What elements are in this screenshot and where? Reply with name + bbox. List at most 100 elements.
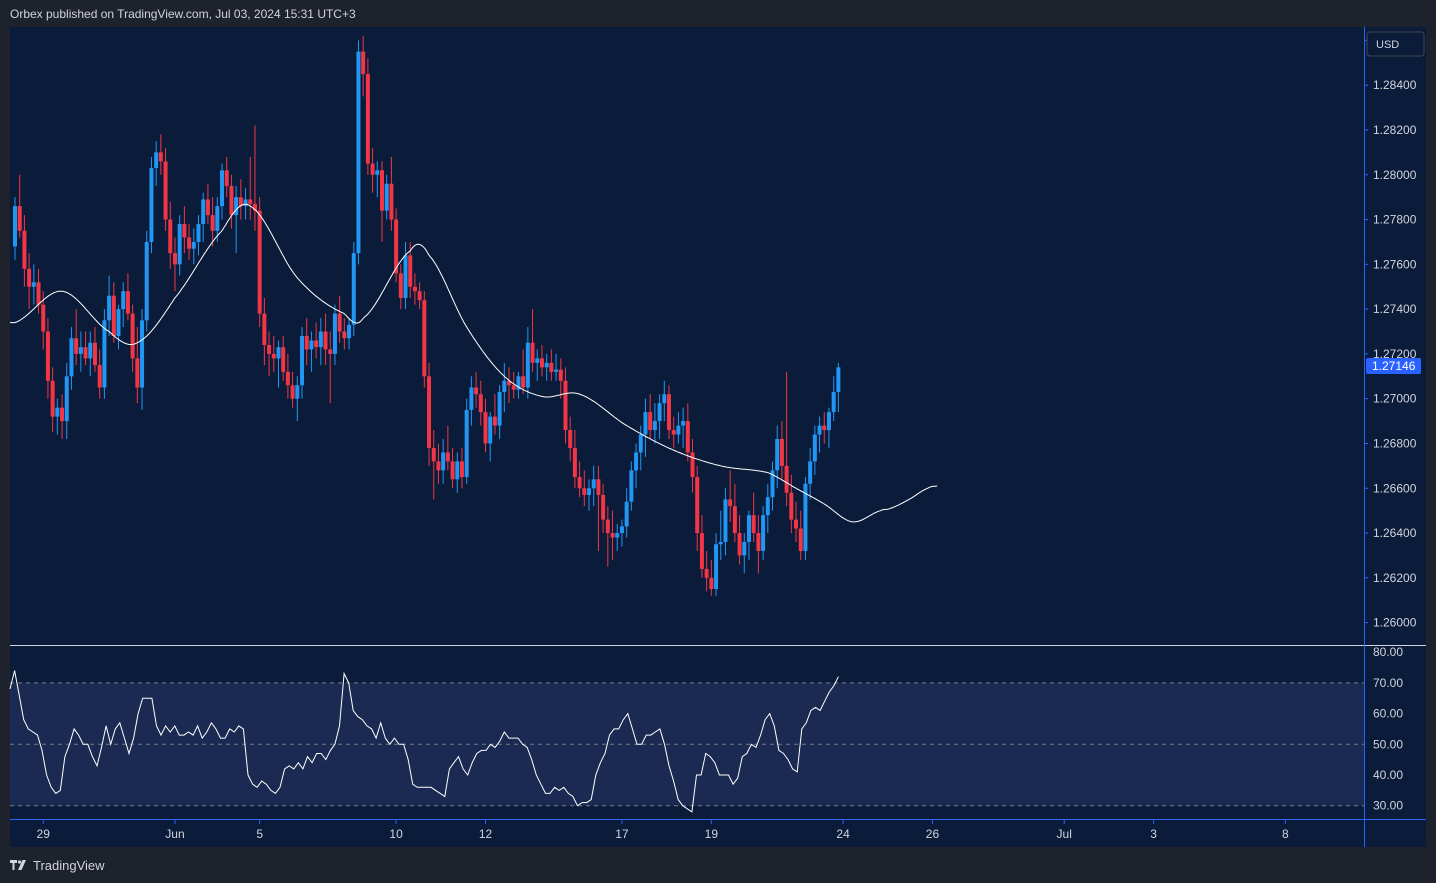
candle-up	[107, 275, 112, 336]
candle-body	[309, 340, 314, 350]
candle-body	[271, 353, 276, 359]
candle-down	[558, 358, 563, 399]
candle-down	[450, 447, 455, 489]
candle-body	[648, 412, 653, 431]
candle-body	[638, 434, 643, 453]
candle-down	[135, 327, 140, 404]
candle-down	[92, 327, 97, 372]
candle-body	[516, 376, 521, 390]
candle-down	[41, 291, 46, 350]
time-tick-label: Jul	[1057, 827, 1072, 841]
candle-body	[417, 291, 422, 301]
candle-down	[648, 394, 653, 439]
candle-body	[539, 358, 544, 368]
candle-down	[492, 394, 497, 435]
candle-body	[17, 206, 22, 231]
candle-body	[746, 515, 751, 542]
candle-body	[826, 412, 831, 431]
candle-up	[761, 506, 766, 560]
candle-down	[417, 282, 422, 310]
candle-up	[535, 349, 540, 381]
candle-body	[111, 295, 116, 336]
candle-body	[535, 358, 540, 363]
candle-body	[812, 434, 817, 462]
candle-down	[521, 349, 526, 395]
candle-body	[281, 347, 286, 372]
candle-up	[191, 228, 196, 265]
candle-down	[605, 506, 610, 567]
candle-down	[304, 318, 309, 366]
candle-up	[177, 215, 182, 276]
candle-body	[756, 533, 761, 551]
candle-down	[248, 156, 253, 220]
candle-down	[182, 206, 187, 254]
candle-body	[318, 331, 323, 348]
candle-up	[591, 465, 596, 507]
candle-up	[88, 331, 93, 377]
currency-selector[interactable]: USD	[1366, 31, 1425, 57]
candle-down	[290, 371, 295, 408]
candle-down	[74, 309, 79, 366]
candle-down	[36, 268, 41, 314]
candle-body	[587, 488, 592, 495]
candle-body	[676, 425, 681, 435]
candle-body	[224, 170, 229, 186]
candle-up	[102, 309, 107, 399]
candle-up	[808, 447, 813, 500]
candle-body	[347, 324, 352, 339]
candle-up	[817, 416, 822, 453]
candle-up	[116, 304, 121, 350]
time-tick-label: 26	[926, 827, 940, 841]
candle-body	[92, 342, 97, 366]
price-tick-label: 1.26200	[1373, 571, 1417, 585]
candle-up	[31, 264, 36, 305]
candle-body	[64, 376, 69, 422]
candle-body	[300, 336, 305, 386]
candle-body	[342, 331, 347, 339]
tradingview-brand[interactable]: TradingView	[10, 856, 105, 874]
candle-body	[530, 342, 535, 363]
candle-body	[412, 286, 417, 292]
rsi-tick-label: 30.00	[1373, 799, 1403, 813]
candle-down	[262, 297, 267, 366]
rsi-tick-label: 50.00	[1373, 737, 1403, 751]
candle-down	[323, 313, 328, 366]
candle-down	[539, 344, 544, 377]
candle-down	[732, 483, 737, 542]
candle-body	[775, 439, 780, 471]
candle-body	[803, 483, 808, 551]
rsi-tick-label: 70.00	[1373, 676, 1403, 690]
candle-down	[794, 501, 799, 542]
time-tick-label: 5	[256, 827, 263, 841]
candle-up	[318, 318, 323, 366]
time-tick-label: 10	[389, 827, 403, 841]
candle-body	[163, 161, 168, 220]
candle-body	[337, 313, 342, 332]
candle-body	[605, 519, 610, 534]
candle-down	[370, 147, 375, 193]
candle-body	[351, 253, 356, 325]
candle-down	[728, 470, 733, 522]
candle-up	[196, 215, 201, 256]
candle-body	[615, 533, 620, 538]
time-tick-label: 17	[615, 827, 629, 841]
candle-down	[474, 371, 479, 408]
candle-up	[220, 163, 225, 220]
candle-body	[445, 452, 450, 462]
candle-down	[210, 197, 215, 247]
candle-body	[27, 268, 32, 287]
candle-body	[794, 519, 799, 529]
price-tick-label: 1.28200	[1373, 123, 1417, 137]
candle-up	[55, 398, 60, 435]
time-tick-label: 8	[1282, 827, 1289, 841]
candle-down	[342, 318, 347, 350]
candle-body	[601, 494, 606, 520]
candle-down	[365, 58, 370, 175]
price-tick-label: 1.27200	[1373, 347, 1417, 361]
candle-body	[742, 542, 747, 556]
candle-up	[619, 519, 624, 547]
price-tick-label: 1.26000	[1373, 616, 1417, 630]
candle-body	[459, 461, 464, 478]
candle-down	[596, 465, 601, 551]
